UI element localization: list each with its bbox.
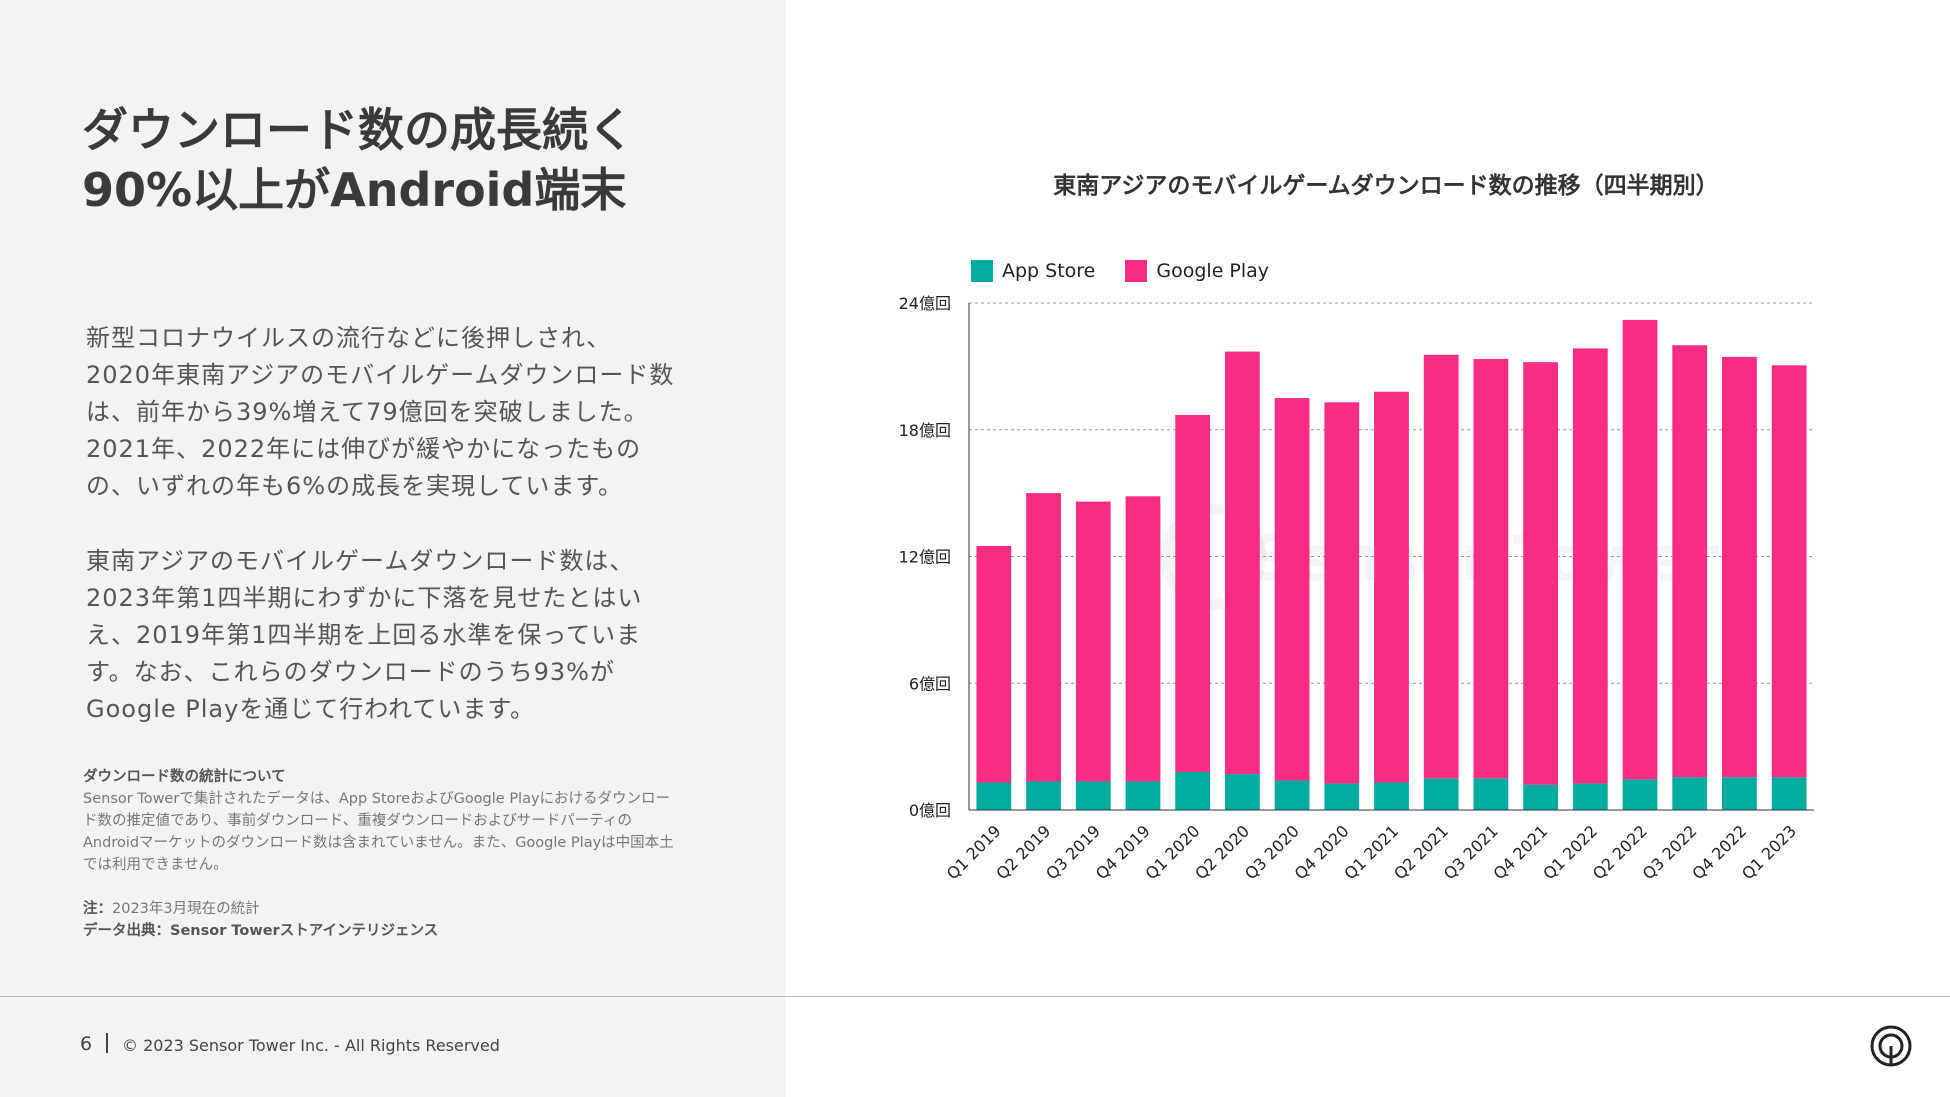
- bar-app-store: [1672, 777, 1708, 810]
- bar-app-store: [1324, 783, 1360, 810]
- bar-app-store: [1224, 774, 1260, 810]
- bar-app-store: [976, 782, 1012, 810]
- bar-google-play: [1374, 391, 1409, 783]
- y-tick-label: 12億回: [899, 548, 951, 567]
- x-tick-label: Q1 2023: [1738, 821, 1800, 883]
- legend-label: App Store: [1002, 260, 1096, 282]
- bar-google-play: [1722, 356, 1757, 778]
- legend-item-app-store: App Store: [971, 260, 1095, 282]
- notes: ダウンロード数の統計について Sensor Towerで集計されたデータは、Ap…: [83, 766, 683, 942]
- bar-google-play: [1523, 362, 1559, 785]
- legend-label: Google Play: [1156, 260, 1270, 282]
- copyright: © 2023 Sensor Tower Inc. - All Rights Re…: [122, 1036, 500, 1055]
- bar-app-store: [1473, 778, 1509, 810]
- data-source: データ出典：Sensor Towerストアインテリジェンス: [83, 923, 439, 939]
- footer-divider: [0, 996, 1950, 997]
- note-text: 2023年3月現在の統計: [112, 901, 260, 917]
- bar-google-play: [1672, 345, 1708, 778]
- bar-app-store: [1523, 784, 1559, 810]
- bar-google-play: [1125, 496, 1161, 782]
- bar-app-store: [1423, 778, 1459, 810]
- bar-google-play: [1622, 319, 1658, 780]
- bar-app-store: [1125, 781, 1161, 810]
- bar-google-play: [1423, 354, 1459, 779]
- body-paragraph-2: 東南アジアのモバイルゲームダウンロード数は、2023年第1四半期にわずかに下落を…: [86, 547, 643, 723]
- bar-google-play: [1771, 365, 1807, 778]
- page-number: 6: [80, 1033, 93, 1055]
- chart-legend: App Store Google Play: [971, 260, 1269, 282]
- bar-app-store: [1622, 779, 1658, 810]
- bar-google-play: [1224, 351, 1260, 775]
- bar-google-play: [1324, 402, 1360, 784]
- y-tick-label: 6億回: [909, 674, 951, 693]
- bar-app-store: [1075, 781, 1111, 810]
- notes-body: Sensor Towerで集計されたデータは、App StoreおよびGoogl…: [83, 791, 674, 873]
- bar-app-store: [1374, 782, 1409, 810]
- y-tick-label: 24億回: [899, 294, 951, 313]
- bar-google-play: [1026, 493, 1061, 782]
- sensor-tower-logo-icon: [1869, 1024, 1913, 1072]
- footer-separator: [106, 1033, 108, 1053]
- bar-app-store: [1771, 777, 1807, 810]
- legend-swatch: [1125, 260, 1148, 282]
- bar-app-store: [1175, 771, 1211, 810]
- bar-app-store: [1026, 781, 1061, 810]
- bar-google-play: [1473, 358, 1509, 779]
- bar-app-store: [1722, 777, 1757, 810]
- bar-google-play: [1274, 398, 1310, 781]
- bar-google-play: [976, 545, 1012, 783]
- bar-app-store: [1274, 780, 1310, 810]
- chart-title: 東南アジアのモバイルゲームダウンロード数の推移（四半期別）: [1053, 173, 1719, 199]
- bar-app-store: [1572, 783, 1608, 810]
- bar-google-play: [1075, 501, 1111, 782]
- notes-heading: ダウンロード数の統計について: [83, 769, 286, 785]
- note-label: 注：: [83, 901, 112, 917]
- left-panel: ダウンロード数の成長続く 90%以上がAndroid端末 新型コロナウイルスの流…: [0, 0, 786, 1097]
- y-tick-label: 18億回: [899, 421, 951, 440]
- bar-google-play: [1175, 414, 1211, 772]
- legend-swatch: [971, 260, 993, 282]
- y-tick-label: 0億回: [909, 801, 951, 820]
- bar-google-play: [1572, 348, 1608, 784]
- legend-item-google-play: Google Play: [1125, 260, 1269, 282]
- watermark-logo-icon: [1160, 504, 1266, 610]
- page-title: ダウンロード数の成長続く 90%以上がAndroid端末: [82, 103, 634, 217]
- body-paragraph-1: 新型コロナウイルスの流行などに後押しされ、2020年東南アジアのモバイルゲームダ…: [86, 324, 675, 500]
